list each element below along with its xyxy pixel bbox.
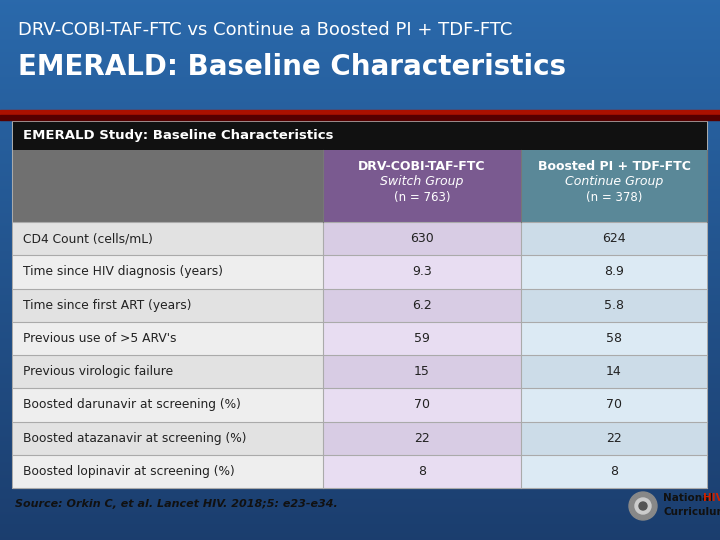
Bar <box>13 222 323 255</box>
Text: Boosted PI + TDF-FTC: Boosted PI + TDF-FTC <box>538 159 690 172</box>
Bar <box>13 388 323 422</box>
Text: (n = 378): (n = 378) <box>586 192 642 205</box>
Bar <box>521 355 707 388</box>
Text: Boosted lopinavir at screening (%): Boosted lopinavir at screening (%) <box>23 465 235 478</box>
Text: EMERALD: Baseline Characteristics: EMERALD: Baseline Characteristics <box>18 53 566 81</box>
Text: 22: 22 <box>414 431 430 444</box>
Bar <box>323 222 521 255</box>
Bar <box>323 150 521 222</box>
Text: 8: 8 <box>610 465 618 478</box>
Text: 624: 624 <box>602 232 626 245</box>
Bar <box>521 322 707 355</box>
Bar <box>323 388 521 422</box>
Text: 70: 70 <box>414 399 430 411</box>
Text: HIV: HIV <box>703 493 720 503</box>
Circle shape <box>635 498 651 514</box>
Bar <box>521 288 707 322</box>
Bar <box>13 322 323 355</box>
Bar <box>13 150 323 222</box>
Text: Boosted atazanavir at screening (%): Boosted atazanavir at screening (%) <box>23 431 246 444</box>
Text: 8.9: 8.9 <box>604 265 624 279</box>
Text: 630: 630 <box>410 232 434 245</box>
Bar <box>13 255 323 288</box>
Circle shape <box>639 502 647 510</box>
Text: 5.8: 5.8 <box>604 299 624 312</box>
Text: Switch Group: Switch Group <box>380 176 464 188</box>
Text: Time since first ART (years): Time since first ART (years) <box>23 299 192 312</box>
Text: 15: 15 <box>414 365 430 378</box>
Text: Previous use of >5 ARV's: Previous use of >5 ARV's <box>23 332 176 345</box>
Text: 70: 70 <box>606 399 622 411</box>
Text: Curriculum: Curriculum <box>663 507 720 517</box>
Text: CD4 Count (cells/mL): CD4 Count (cells/mL) <box>23 232 153 245</box>
Text: Previous virologic failure: Previous virologic failure <box>23 365 173 378</box>
Text: Boosted darunavir at screening (%): Boosted darunavir at screening (%) <box>23 399 241 411</box>
Bar <box>521 388 707 422</box>
Bar <box>13 455 323 488</box>
Bar <box>521 422 707 455</box>
Bar <box>13 355 323 388</box>
Text: DRV-COBI-TAF-FTC vs Continue a Boosted PI + TDF-FTC: DRV-COBI-TAF-FTC vs Continue a Boosted P… <box>18 21 513 39</box>
Bar <box>323 355 521 388</box>
Text: 59: 59 <box>414 332 430 345</box>
Bar <box>521 150 707 222</box>
Text: 8: 8 <box>418 465 426 478</box>
Bar <box>323 255 521 288</box>
Bar <box>13 288 323 322</box>
Text: 58: 58 <box>606 332 622 345</box>
Bar <box>521 255 707 288</box>
Text: DRV-COBI-TAF-FTC: DRV-COBI-TAF-FTC <box>359 159 486 172</box>
Text: 22: 22 <box>606 431 622 444</box>
Bar <box>323 455 521 488</box>
Bar <box>323 422 521 455</box>
Bar <box>13 122 707 150</box>
Bar <box>323 288 521 322</box>
Text: Continue Group: Continue Group <box>565 176 663 188</box>
Circle shape <box>629 492 657 520</box>
Text: 6.2: 6.2 <box>412 299 432 312</box>
Text: Source: Orkin C, et al. Lancet HIV. 2018;5: e23-e34.: Source: Orkin C, et al. Lancet HIV. 2018… <box>15 499 338 509</box>
Bar <box>521 222 707 255</box>
Bar <box>13 422 323 455</box>
Bar <box>13 122 707 488</box>
Text: (n = 763): (n = 763) <box>394 192 450 205</box>
Text: 9.3: 9.3 <box>412 265 432 279</box>
Text: 14: 14 <box>606 365 622 378</box>
Text: EMERALD Study: Baseline Characteristics: EMERALD Study: Baseline Characteristics <box>23 130 333 143</box>
Text: National: National <box>663 493 713 503</box>
Bar <box>521 455 707 488</box>
Text: Time since HIV diagnosis (years): Time since HIV diagnosis (years) <box>23 265 223 279</box>
Bar <box>323 322 521 355</box>
